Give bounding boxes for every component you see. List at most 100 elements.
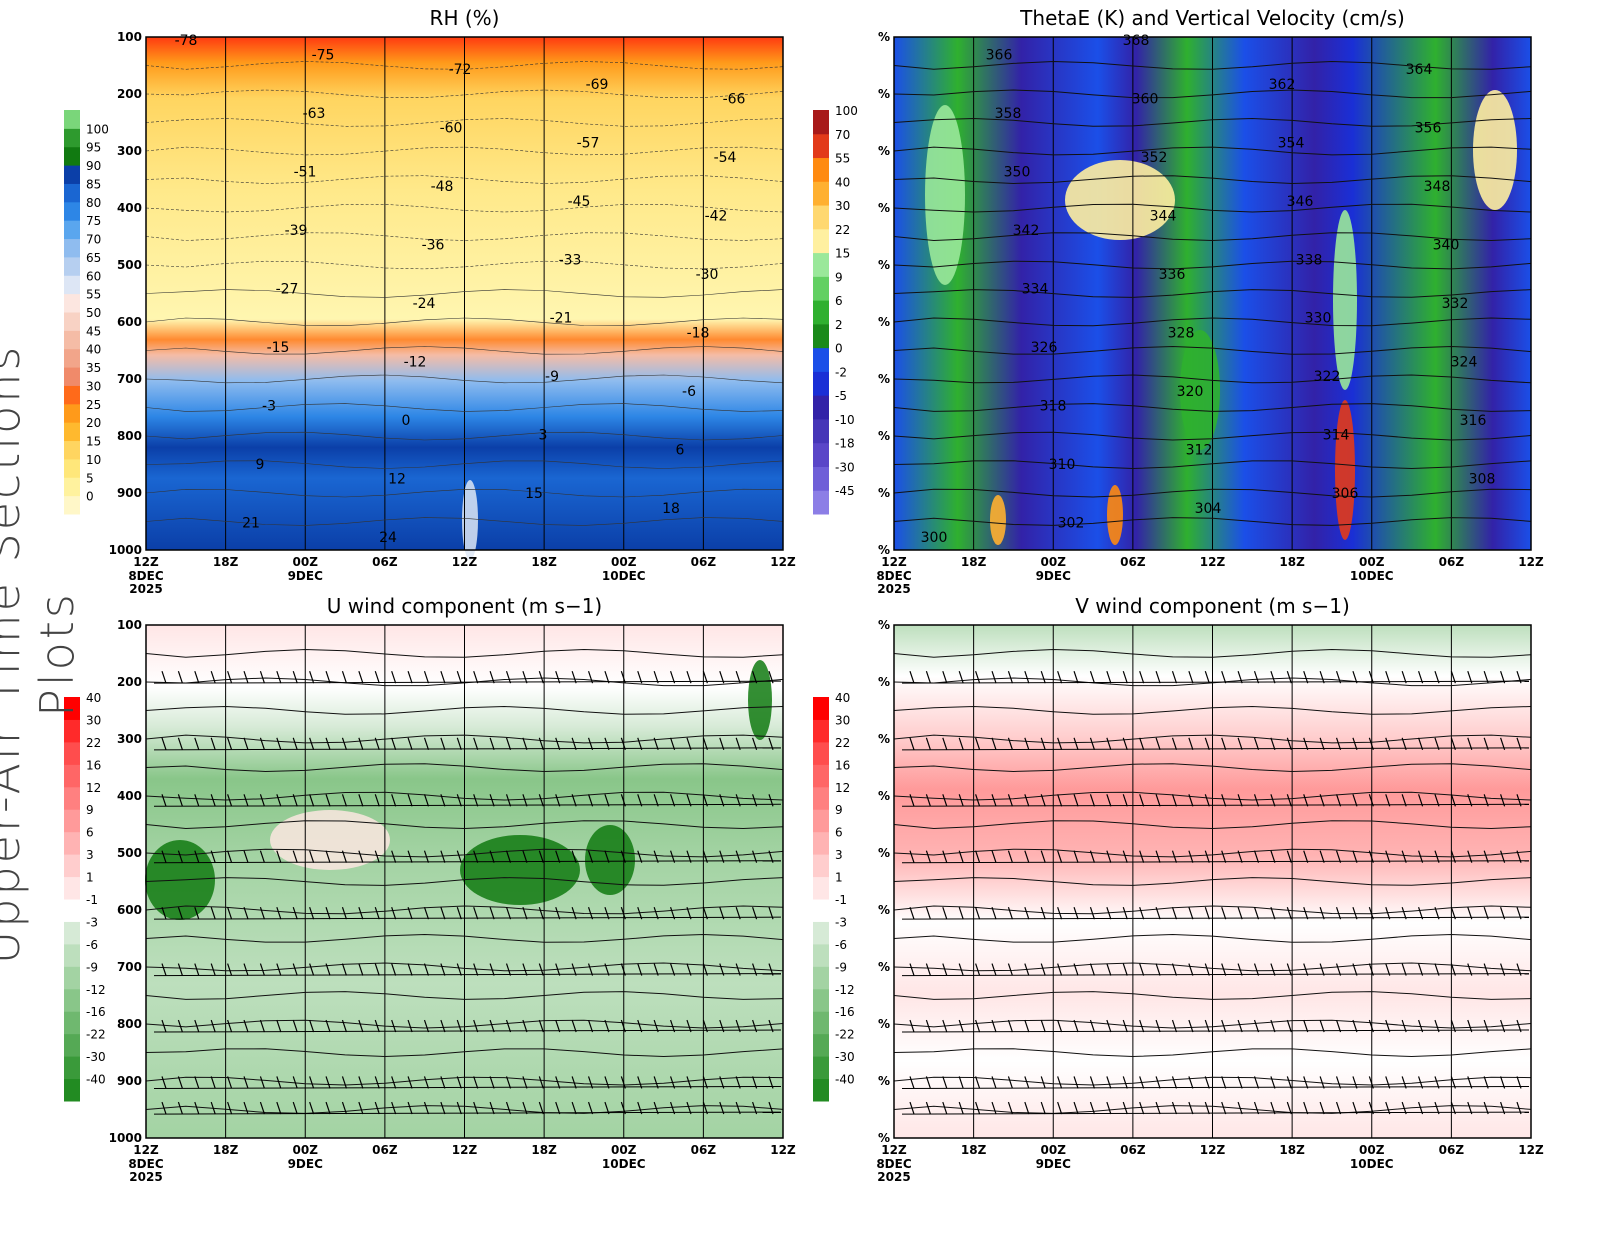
contour-label: 310 xyxy=(1049,457,1076,473)
wind-barb xyxy=(489,850,495,863)
y-tick-label: 300 xyxy=(117,144,142,158)
contour-label: -9 xyxy=(545,369,559,385)
colorbar-swatch xyxy=(64,385,80,405)
wind-barb xyxy=(243,1101,249,1115)
wind-barb xyxy=(975,1076,981,1089)
wind-barb xyxy=(456,850,462,863)
contour-line xyxy=(893,877,1532,886)
colorbar-swatch xyxy=(813,1056,829,1080)
wind-barb xyxy=(1237,1019,1243,1033)
wind-barb xyxy=(538,1101,544,1115)
contour-line xyxy=(893,763,1532,773)
wind-barb xyxy=(259,1076,266,1089)
x-tick-label: 00Z xyxy=(611,1143,637,1157)
wind-barb xyxy=(374,963,380,976)
wind-barb xyxy=(991,963,997,976)
wind-barb xyxy=(1204,670,1210,684)
y-tick-label: 400 xyxy=(117,201,142,215)
colorbar-label: -12 xyxy=(835,983,855,997)
wind-barb xyxy=(341,670,348,684)
wind-barb xyxy=(259,963,266,976)
wind-barb xyxy=(1319,906,1325,920)
y-tick-label: 900 xyxy=(117,486,142,500)
colorbar-label: -22 xyxy=(835,1028,855,1042)
contour-label: -6 xyxy=(682,384,696,400)
wind-barb xyxy=(210,963,216,976)
x-date-label: 9DEC xyxy=(1036,569,1072,583)
y-tick-label: % xyxy=(878,315,890,329)
contour-line xyxy=(145,933,784,943)
wind-barb xyxy=(958,1019,964,1033)
contour-label: 362 xyxy=(1269,77,1296,93)
wind-barb xyxy=(538,1019,544,1033)
wind-barb xyxy=(374,794,380,807)
wind-barb xyxy=(423,850,430,863)
wind-barb-shaft xyxy=(901,803,1530,807)
wind-barb xyxy=(522,670,528,684)
contour-label: 336 xyxy=(1159,267,1186,283)
contour-line xyxy=(893,232,1532,242)
contour-line xyxy=(893,175,1532,185)
x-tick-label: 12Z xyxy=(770,1143,796,1157)
wind-barb xyxy=(925,1101,931,1115)
contour-label: 312 xyxy=(1186,442,1213,458)
contour-label: 18 xyxy=(662,501,680,517)
wind-barb xyxy=(1286,1019,1292,1033)
contour-label: 3 xyxy=(539,428,548,444)
wind-barb xyxy=(942,1101,948,1115)
wind-barb xyxy=(1106,1101,1112,1115)
contour-label: 352 xyxy=(1141,150,1168,166)
wind-barb xyxy=(909,963,915,976)
colorbar-swatch xyxy=(813,181,829,206)
colorbar-swatch xyxy=(64,831,80,855)
wind-barb xyxy=(1089,906,1096,920)
y-tick-label: 400 xyxy=(117,789,142,803)
colorbar-label: 3 xyxy=(86,848,94,862)
x-date-label: 2025 xyxy=(877,1170,910,1184)
wind-barb xyxy=(925,906,931,920)
wind-barb xyxy=(925,850,931,863)
wind-barb xyxy=(571,963,577,976)
contour-line xyxy=(145,374,784,384)
wind-barb xyxy=(925,794,931,807)
colorbar-label: 65 xyxy=(86,251,101,265)
y-tick-label: 700 xyxy=(117,960,142,974)
panel-title: ThetaE (K) and Vertical Velocity (cm/s) xyxy=(1019,6,1405,30)
wind-barb xyxy=(1040,1101,1046,1115)
contour-line xyxy=(893,905,1532,915)
y-tick-label: 500 xyxy=(117,846,142,860)
x-date-label: 10DEC xyxy=(602,1157,646,1171)
wind-barb xyxy=(975,737,981,751)
colorbar-swatch xyxy=(64,110,80,129)
wind-barb xyxy=(1253,1101,1260,1115)
wind-barb xyxy=(391,906,397,920)
wind-barb xyxy=(1155,670,1161,684)
wind-barb xyxy=(1303,906,1309,920)
y-tick-label: % xyxy=(878,1131,890,1145)
wind-barb xyxy=(1221,906,1227,920)
wind-barb xyxy=(571,850,577,863)
wind-barb xyxy=(276,1019,282,1033)
colorbar-swatch xyxy=(64,764,80,788)
wind-barb xyxy=(1286,850,1292,863)
wind-barb xyxy=(161,1019,167,1033)
wind-barb xyxy=(227,1101,233,1115)
colorbar-label: 30 xyxy=(86,713,101,727)
colorbar-label: 40 xyxy=(835,691,850,705)
contour-label: 344 xyxy=(1150,208,1177,224)
wind-barb xyxy=(391,1076,397,1089)
wind-barb xyxy=(1007,906,1014,920)
contour-label: -24 xyxy=(413,296,436,312)
contour-label: -66 xyxy=(723,91,746,107)
colorbar-swatch xyxy=(64,921,80,945)
contour-label: 338 xyxy=(1296,252,1323,268)
wind-barb xyxy=(975,794,981,807)
wind-barb xyxy=(1237,1101,1243,1115)
wind-barb xyxy=(1122,1101,1128,1115)
wind-barb xyxy=(440,794,446,807)
contour-label: 350 xyxy=(1004,165,1031,181)
contour-label: -57 xyxy=(577,135,600,151)
wind-barb xyxy=(925,737,931,751)
wind-barb xyxy=(1319,850,1325,863)
contour-line xyxy=(145,118,784,127)
